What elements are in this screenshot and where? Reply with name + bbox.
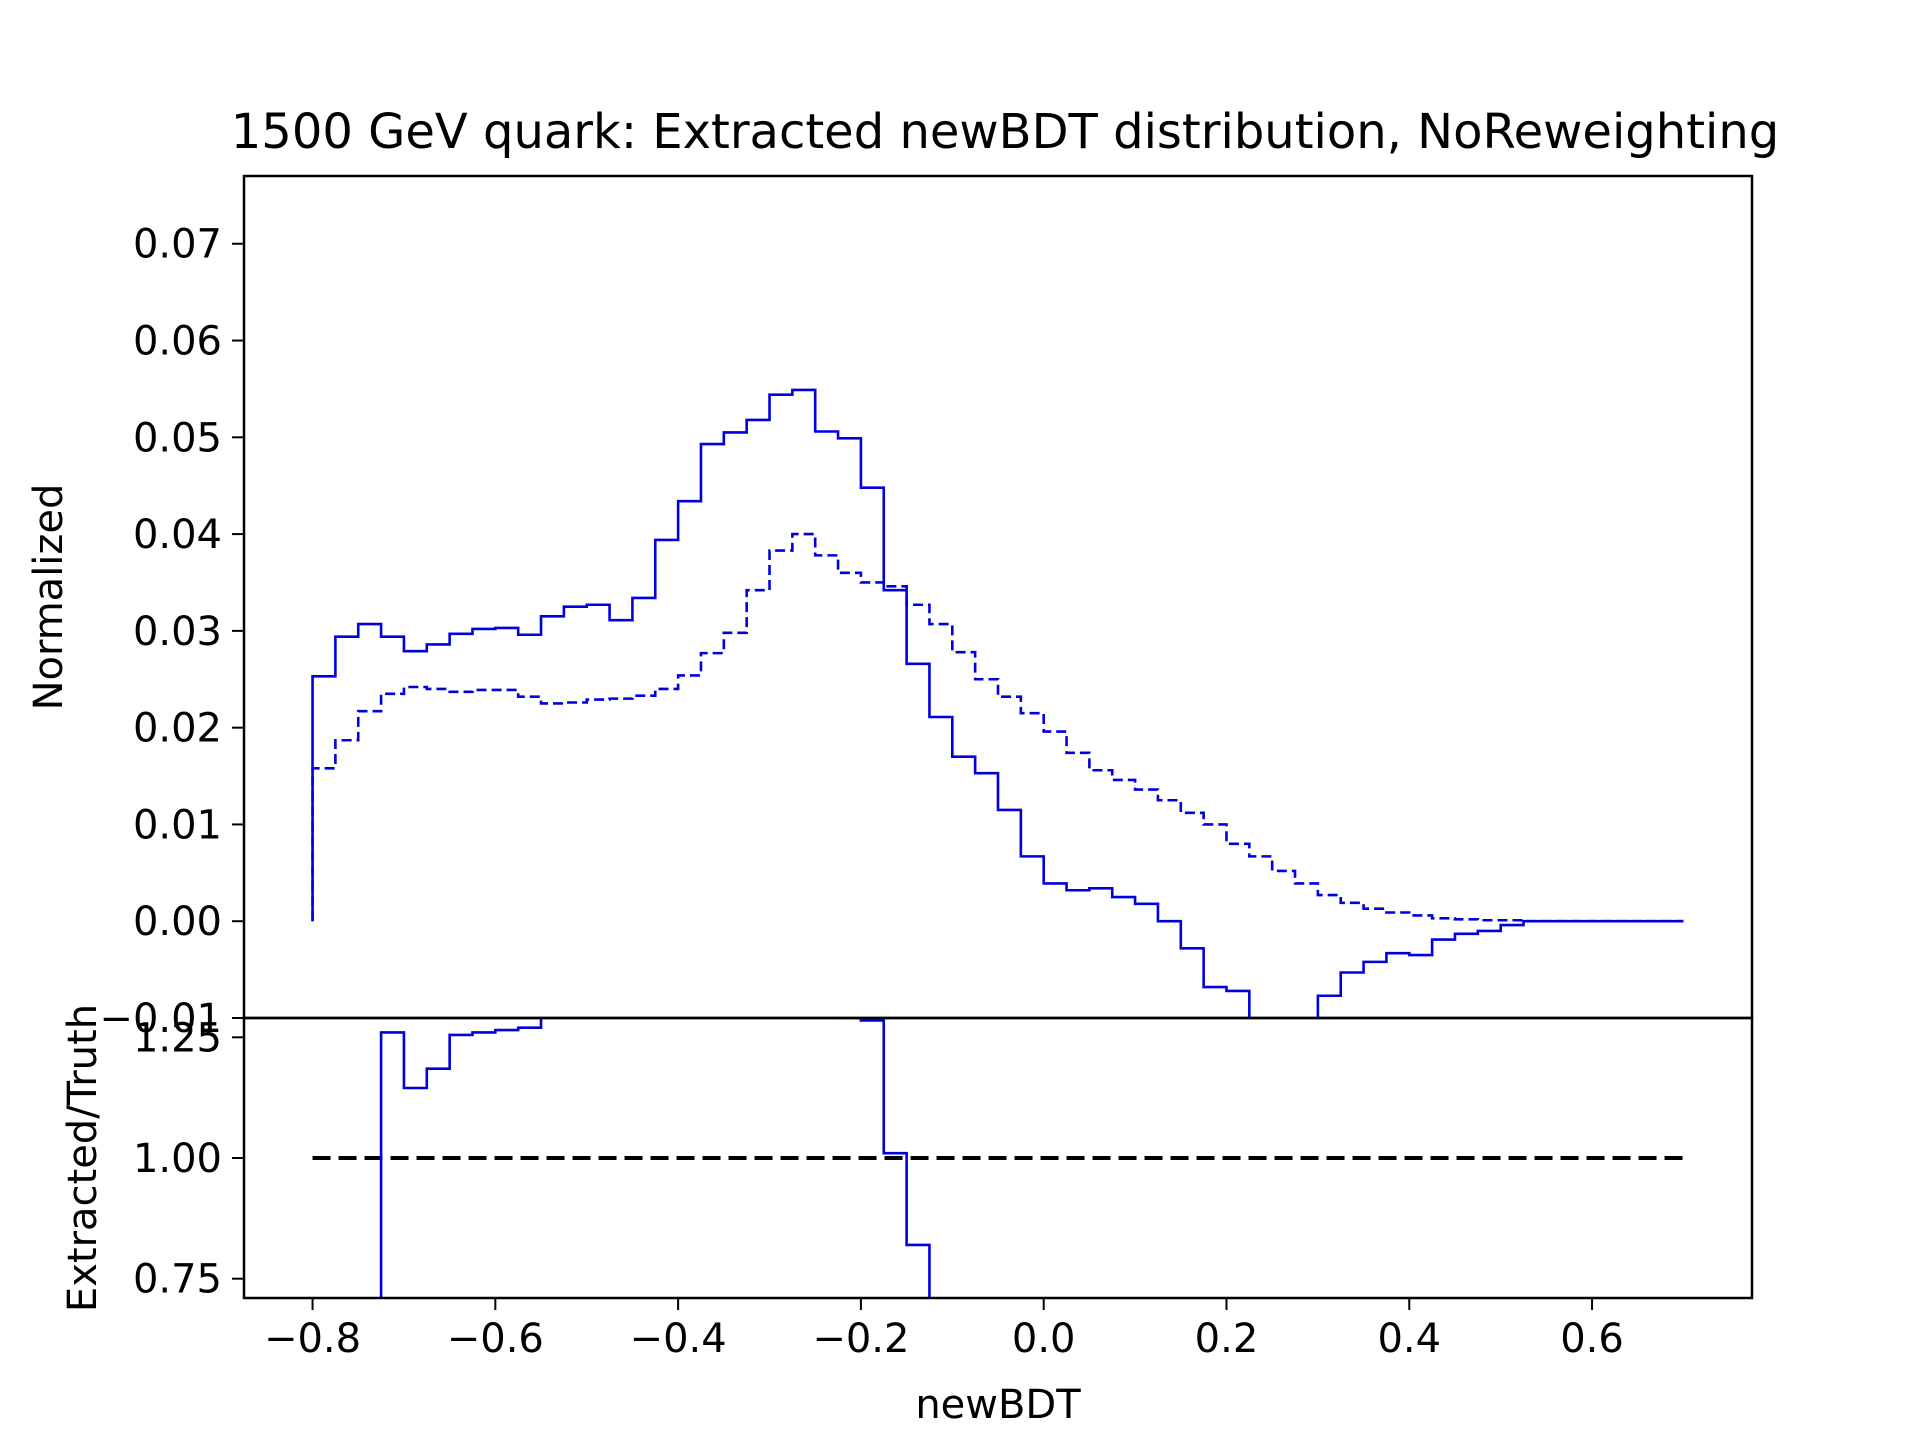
ratio-y-axis-label: Extracted/Truth	[60, 1004, 106, 1312]
ratio-y-ticks: 0.75 1.00 1.25	[133, 1015, 244, 1303]
y-tick-label: 0.07	[133, 222, 222, 268]
x-tick-label: −0.2	[812, 1316, 909, 1362]
chart-title: 1500 GeV quark: Extracted newBDT distrib…	[231, 104, 1779, 160]
x-tick-label: 0.2	[1195, 1316, 1259, 1362]
ratio-panel: 0.75 1.00 1.25 −0.8 −0.6 −0.4 −0.2 0.0 0.2 0.4 0.…	[60, 1004, 1754, 1428]
y-tick-label: 0.03	[133, 609, 222, 655]
x-tick-label: 0.6	[1560, 1316, 1624, 1362]
x-tick-label: −0.6	[447, 1316, 544, 1362]
ratio-axes-frame	[242, 1016, 1754, 1300]
y-tick-label: 0.00	[133, 899, 222, 945]
main-y-ticks: −0.01 0.00 0.01 0.02 0.03 0.04 0.05 0.06 0.07	[99, 222, 244, 1042]
main-y-axis-label: Normalized	[26, 484, 72, 711]
y-tick-label: 0.06	[133, 319, 222, 365]
ratio-series-group	[312, 1018, 1684, 1298]
x-tick-label: −0.4	[630, 1316, 727, 1362]
y-tick-label: 0.02	[133, 706, 222, 752]
main-panel: −0.01 0.00 0.01 0.02 0.03 0.04 0.05 0.06 0.07 No…	[26, 174, 1754, 1042]
series-line-solid	[311, 388, 1684, 1018]
x-tick-label: −0.8	[264, 1316, 361, 1362]
y-tick-label: 0.05	[133, 415, 222, 461]
ratio-y-tick-label: 1.00	[133, 1136, 222, 1182]
ratio-y-tick-label: 1.25	[133, 1015, 222, 1061]
ratio-series-line	[379, 1018, 931, 1298]
y-tick-label: 0.01	[133, 802, 222, 848]
y-tick-label: −0.01	[99, 996, 222, 1042]
x-tick-label: 0.0	[1012, 1316, 1076, 1362]
x-ticks: −0.8 −0.6 −0.4 −0.2 0.0 0.2 0.4 0.6	[264, 1298, 1624, 1362]
x-axis-label: newBDT	[915, 1382, 1081, 1428]
x-tick-label: 0.4	[1377, 1316, 1441, 1362]
main-series-group	[311, 388, 1684, 1018]
series-line-dashed	[311, 532, 1684, 923]
ratio-y-tick-label: 0.75	[133, 1257, 222, 1303]
y-tick-label: 0.04	[133, 512, 222, 558]
